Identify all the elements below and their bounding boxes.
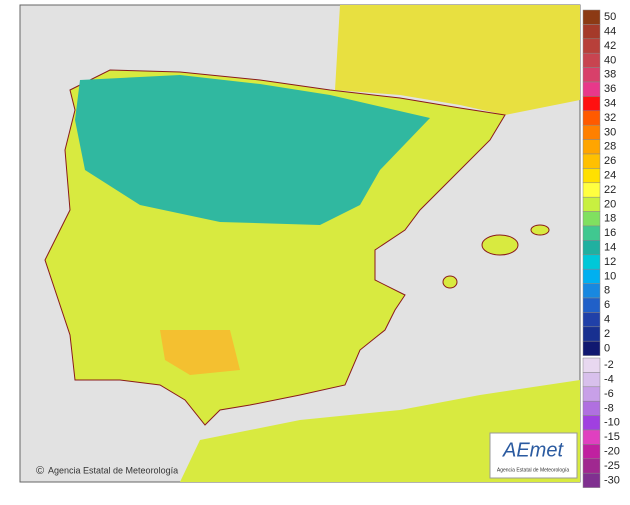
legend-label: 44 [604, 26, 616, 38]
legend-label: 8 [604, 285, 610, 297]
legend-label: 16 [604, 227, 616, 239]
legend-label: -30 [604, 474, 620, 486]
france [335, 5, 580, 115]
legend-label: -25 [604, 460, 620, 472]
logo-subtitle: Agencia Estatal de Meteorología [497, 467, 569, 473]
legend-swatch [582, 124, 601, 140]
legend-swatch [582, 225, 601, 241]
legend-label: 26 [604, 155, 616, 167]
legend-swatch [582, 458, 601, 474]
legend-swatch [582, 240, 601, 256]
legend-label: 20 [604, 198, 616, 210]
legend-swatch [582, 357, 601, 373]
legend-label: 50 [604, 11, 616, 23]
legend-swatch [582, 472, 601, 488]
legend-label: 0 [604, 342, 610, 354]
legend-label: 14 [604, 242, 616, 254]
legend-label: 38 [604, 69, 616, 81]
legend-swatch [582, 139, 601, 155]
legend-swatch [582, 38, 601, 54]
legend-swatch [582, 268, 601, 284]
legend-swatch [582, 444, 601, 460]
legend-swatch [582, 9, 601, 25]
legend-label: 32 [604, 112, 616, 124]
menorca [530, 224, 550, 236]
legend-swatch [582, 297, 601, 313]
legend-swatch [582, 372, 601, 388]
legend-swatch [582, 312, 601, 328]
legend-swatch [582, 67, 601, 83]
legend-label: -2 [604, 359, 614, 371]
legend-label: 18 [604, 213, 616, 225]
logo-name: AEmet [502, 439, 564, 461]
logo-box [489, 432, 578, 479]
legend-swatch [582, 283, 601, 299]
legend-label: 40 [604, 54, 616, 66]
guadalquivir [160, 330, 240, 375]
legend-swatch [582, 400, 601, 416]
legend-swatch [582, 340, 601, 356]
legend-label: 34 [604, 98, 616, 110]
legend-label: -15 [604, 431, 620, 443]
legend-swatch [582, 429, 601, 445]
legend-swatch [582, 211, 601, 227]
legend-swatch [582, 153, 601, 169]
legend-swatch [582, 52, 601, 68]
copyright: Agencia Estatal de Meteorología [48, 465, 178, 475]
legend-swatch [582, 415, 601, 431]
legend-label: 4 [604, 314, 610, 326]
africa [180, 380, 580, 482]
legend-swatch [582, 96, 601, 112]
legend-label: -4 [604, 374, 614, 386]
ibiza [442, 275, 458, 289]
legend-swatch [582, 110, 601, 126]
mallorca [481, 234, 519, 256]
legend-swatch [582, 24, 601, 40]
legend-label: 10 [604, 270, 616, 282]
legend-swatch [582, 182, 601, 198]
legend-label: 22 [604, 184, 616, 196]
legend-swatch [582, 196, 601, 212]
legend-label: 30 [604, 126, 616, 138]
legend-label: -20 [604, 446, 620, 458]
legend-swatch [582, 326, 601, 342]
legend-label: 24 [604, 170, 616, 182]
legend-label: 28 [604, 141, 616, 153]
legend-swatch [582, 81, 601, 97]
legend-label: 36 [604, 83, 616, 95]
legend-label: -8 [604, 402, 614, 414]
legend-label: 2 [604, 328, 610, 340]
legend-swatch [582, 254, 601, 270]
legend-label: -6 [604, 388, 614, 400]
northern-plateau [75, 75, 430, 225]
legend-label: 6 [604, 299, 610, 311]
legend-label: -10 [604, 417, 620, 429]
legend-swatch [582, 168, 601, 184]
copyright-symbol: © [36, 465, 44, 477]
legend-swatch [582, 386, 601, 402]
legend-label: 12 [604, 256, 616, 268]
legend-label: 42 [604, 40, 616, 52]
